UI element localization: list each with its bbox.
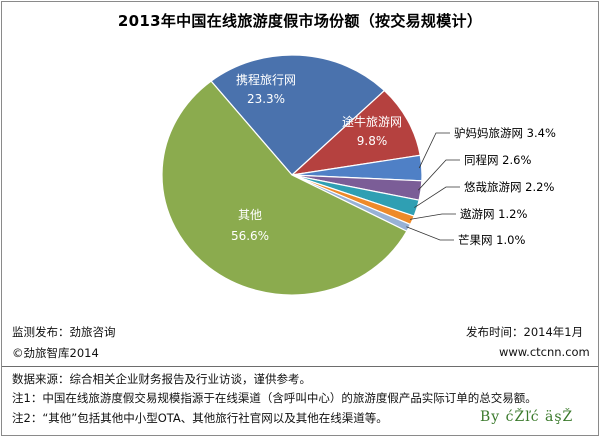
pie-slice-1 <box>290 89 421 176</box>
leader-line-5 <box>409 213 456 220</box>
leader-line-6 <box>406 226 454 241</box>
pie-slice-7 <box>161 80 408 296</box>
slice-label-0: 携程旅行网 <box>236 72 296 87</box>
slice-value-1: 9.8% <box>357 134 388 148</box>
leader-line-4 <box>414 186 460 208</box>
author-signature: By ćŽľć äşŽ <box>480 409 574 425</box>
slice-label-7: 其他 <box>238 208 262 222</box>
note-2: 注2：“其他”包括其他中小型OTA、其他旅行社官网以及其他在线渠道等。 <box>12 411 388 425</box>
slice-value-7: 56.6% <box>231 229 269 243</box>
leader-line-3 <box>418 159 460 191</box>
slice-callout-6: 芒果网 1.0% <box>458 233 525 247</box>
pie-slice-0 <box>210 54 386 176</box>
footer-divider <box>2 366 598 367</box>
slice-callout-2: 驴妈妈旅游网 3.4% <box>454 126 556 140</box>
leader-line-2 <box>418 132 450 169</box>
note-1: 注1：中国在线旅游度假交易规模指源于在线渠道（含呼叫中心）的旅游度假产品实际订单… <box>12 391 537 405</box>
data-source-note: 数据来源：综合相关企业财务报告及行业访谈，谨供参考。 <box>12 372 311 386</box>
slice-callout-3: 同程网 2.6% <box>464 153 531 167</box>
source-label: 监测发布：劲旅咨询 <box>12 325 116 339</box>
slice-value-0: 23.3% <box>247 92 285 106</box>
pie-chart: 携程旅行网 23.3% 途牛旅游网 9.8% 其他 56.6% 驴妈妈旅游网 3.4% 同程网… <box>161 54 556 296</box>
slice-label-1: 途牛旅游网 <box>342 114 402 129</box>
chart-title: 2013年中国在线旅游度假市场份额（按交易规模计） <box>117 12 483 30</box>
slice-callout-4: 悠哉旅游网 2.2% <box>464 180 554 194</box>
copyright: ©劲旅智库2014 <box>12 346 99 360</box>
website-link[interactable]: www.ctcnn.com <box>499 345 590 359</box>
publish-time: 发布时间：2014年1月 <box>466 325 584 339</box>
slice-callout-5: 遨游网 1.2% <box>460 207 527 221</box>
